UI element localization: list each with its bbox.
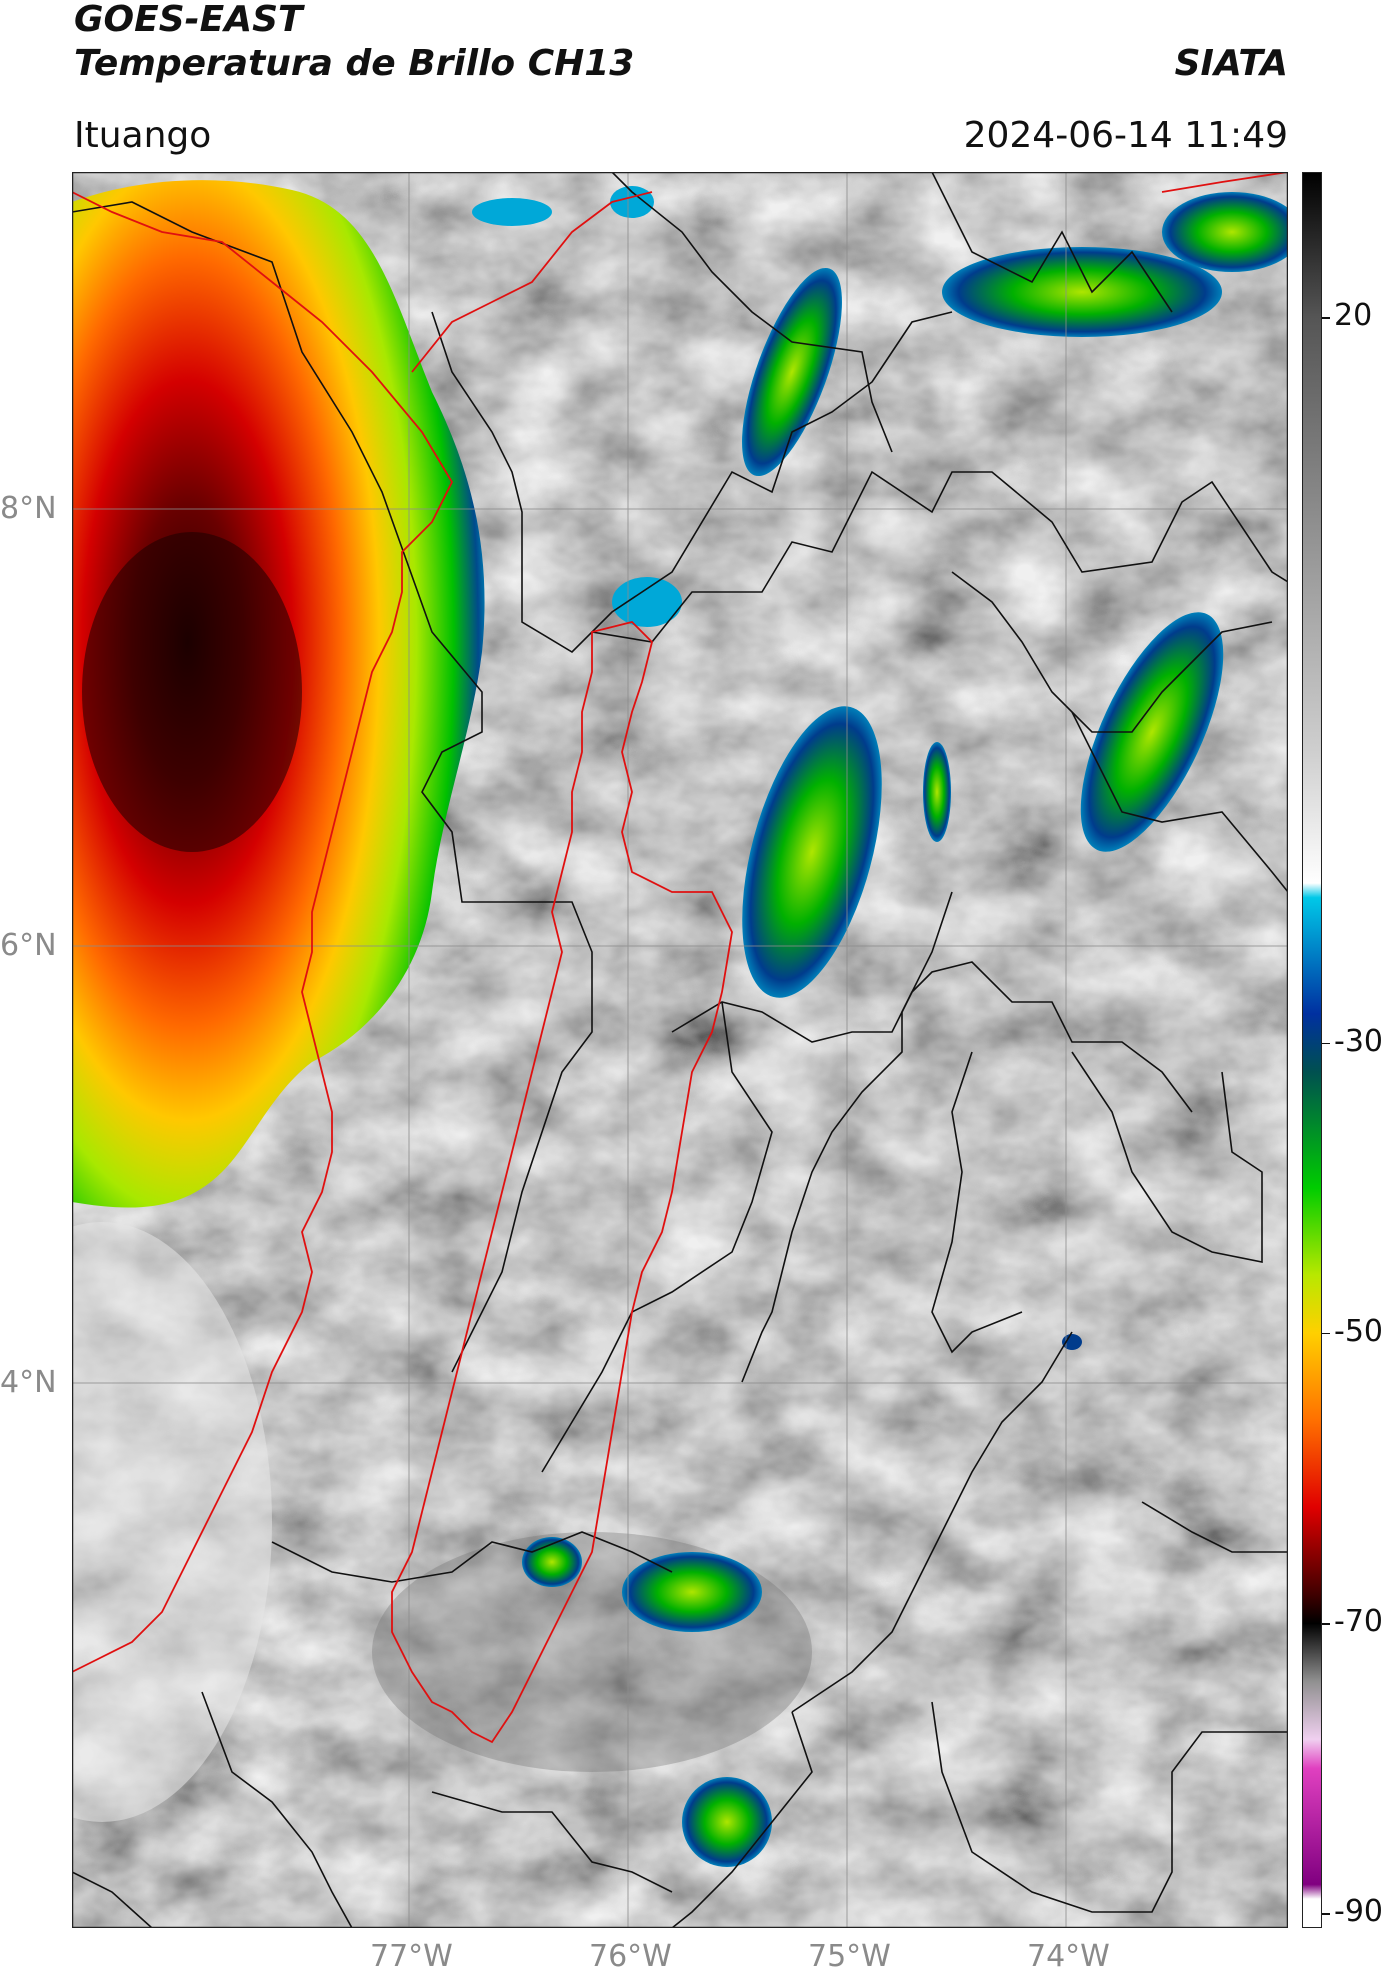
colorbar-tick-label: -70 — [1334, 1604, 1383, 1640]
colorbar-tick-label: -90 — [1334, 1894, 1383, 1930]
storm-cell-6 — [622, 1552, 762, 1632]
satellite-map — [72, 172, 1288, 1928]
colorbar — [1302, 172, 1322, 1928]
colorbar-gradient — [1302, 172, 1322, 1928]
colorbar-tick-mark — [1322, 1913, 1330, 1915]
region-label: Ituango — [74, 115, 212, 156]
storm-cell-2 — [942, 247, 1222, 337]
colorbar-tick-mark — [1322, 1332, 1330, 1335]
colorbar-tick-mark — [1322, 1042, 1330, 1045]
product-title: Temperatura de Brillo CH13 — [74, 43, 635, 84]
graticule — [72, 172, 1288, 1928]
cauca-basin-outline — [391, 621, 733, 1744]
storm-cell-4 — [1080, 612, 1224, 852]
lat-label-4N: 4°N — [0, 1365, 57, 1400]
lon-label-75W: 75°W — [808, 1939, 891, 1974]
colorbar-tick-label: -50 — [1334, 1313, 1383, 1349]
storm-cell-3 — [742, 267, 842, 477]
lon-label-74W: 74°W — [1027, 1939, 1110, 1974]
storm-cell-9 — [612, 577, 682, 627]
lon-label-77W: 77°W — [370, 1939, 453, 1974]
map-frame — [72, 172, 1288, 1928]
datetime-label: 2024-06-14 11:49 — [963, 115, 1288, 156]
colorbar-tick-label: 20 — [1334, 298, 1373, 334]
colorbar-tick-label: -30 — [1334, 1023, 1383, 1059]
department-borders — [72, 172, 1288, 1928]
national-border — [72, 191, 454, 1673]
lat-label-6N: 6°N — [0, 928, 57, 963]
storm-cell-7 — [682, 1777, 772, 1867]
satellite-title: GOES-EAST — [74, 0, 303, 40]
agency-title: SIATA — [1174, 43, 1288, 84]
lat-label-8N: 8°N — [0, 491, 57, 526]
storm-cell-5 — [1162, 192, 1288, 272]
colorbar-tick-mark — [1322, 1623, 1330, 1625]
lon-label-76W: 76°W — [589, 1939, 672, 1974]
storm-cell-10 — [923, 742, 951, 842]
colorbar-tick-mark — [1322, 317, 1330, 319]
highlighted-borders — [72, 172, 1288, 1744]
